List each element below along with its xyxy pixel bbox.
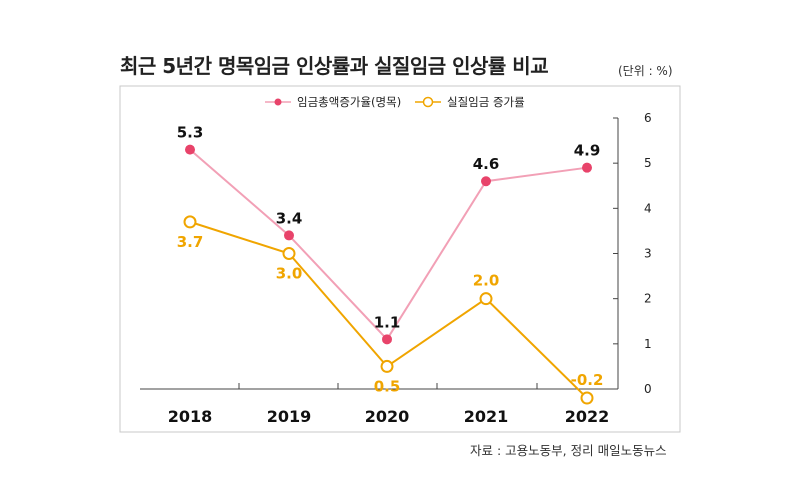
series-nominal-point <box>284 230 294 241</box>
plot-frame <box>119 85 681 433</box>
series-real-point <box>183 215 197 229</box>
x-tick-label: 2019 <box>267 407 312 426</box>
x-tick-label: 2020 <box>365 407 410 426</box>
series-real-point <box>380 359 394 373</box>
chart-title: 최근 5년간 명목임금 인상률과 실질임금 인상률 비교 <box>120 54 549 78</box>
data-label-nominal: 1.1 <box>374 313 401 331</box>
series-real-point <box>580 391 594 405</box>
series-nominal-point <box>185 144 195 155</box>
data-label-nominal: 5.3 <box>177 124 204 142</box>
data-label-real: 2.0 <box>473 272 500 290</box>
x-tick-label: 2021 <box>464 407 509 426</box>
series-nominal-point <box>382 334 392 345</box>
data-label-real: 3.0 <box>276 265 303 283</box>
y-tick-label: 0 <box>644 382 652 396</box>
legend-nominal-label: 임금총액증가율(명목) <box>297 95 401 109</box>
y-tick-label: 2 <box>644 292 652 306</box>
data-label-nominal: 4.6 <box>473 155 500 173</box>
series-nominal-point <box>481 176 491 187</box>
legend-nominal-marker <box>274 98 282 106</box>
data-label-real: 3.7 <box>177 233 204 251</box>
y-tick-label: 6 <box>644 111 652 125</box>
series-real-point <box>282 247 296 260</box>
unit-label: (단위 : %) <box>618 64 673 78</box>
data-label-nominal: 3.4 <box>276 209 303 227</box>
series-real-point <box>479 292 493 306</box>
series-nominal-point <box>582 162 592 173</box>
y-tick-label: 3 <box>644 247 652 261</box>
y-tick-label: 4 <box>644 201 652 215</box>
source-note: 자료 : 고용노동부, 정리 매일노동뉴스 <box>470 443 667 458</box>
data-label-nominal: 4.9 <box>574 142 601 160</box>
x-tick-label: 2022 <box>565 407 610 426</box>
y-tick-label: 5 <box>644 156 652 170</box>
data-label-real: 0.5 <box>374 377 401 395</box>
legend-real-label: 실질임금 증가률 <box>447 95 525 109</box>
x-tick-label: 2018 <box>168 407 213 426</box>
legend-real-marker <box>422 96 434 108</box>
data-label-real: -0.2 <box>571 371 604 389</box>
y-tick-label: 1 <box>644 337 652 351</box>
